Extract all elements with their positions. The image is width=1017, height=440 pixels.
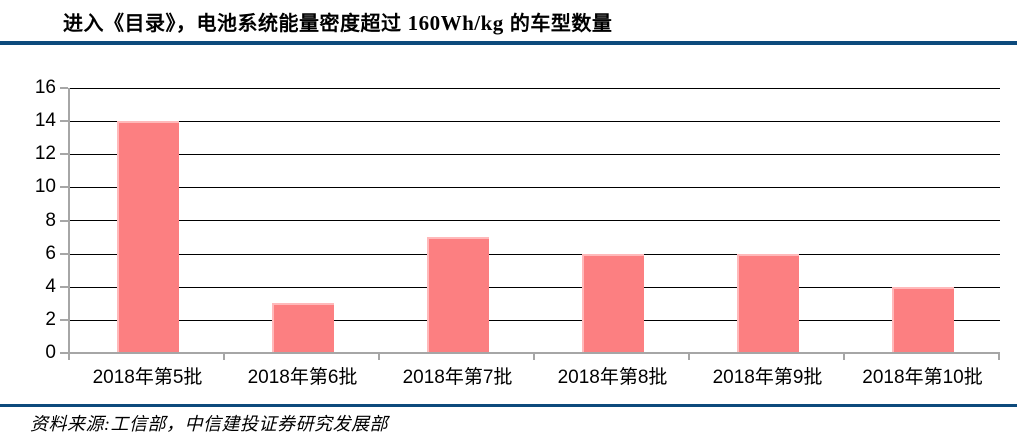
- y-axis-tick: [60, 186, 68, 188]
- y-axis-tick: [60, 120, 68, 122]
- gridline: [70, 154, 1000, 155]
- y-axis-tick: [60, 286, 68, 288]
- y-axis-line: [68, 88, 70, 360]
- y-axis-tick: [60, 253, 68, 255]
- bar: [582, 254, 644, 353]
- y-axis-tick: [60, 220, 68, 222]
- x-axis-category-label: 2018年第9批: [712, 367, 823, 388]
- plot-area: [70, 88, 1000, 353]
- chart-title-prefix: 进入《目录》，电池系统能量密度超过: [63, 13, 408, 35]
- x-axis-category-label: 2018年第8批: [557, 367, 668, 388]
- x-axis-tick: [998, 352, 1000, 360]
- x-axis-tick: [223, 352, 225, 360]
- y-axis-tick-label: 4: [45, 276, 56, 297]
- bar: [737, 254, 799, 353]
- chart-title-latin: 160Wh/kg: [407, 11, 504, 35]
- title-divider: [0, 41, 1017, 45]
- x-axis-tick: [688, 352, 690, 360]
- y-axis-tick-label: 2: [45, 309, 56, 330]
- x-axis-category-label: 2018年第7批: [402, 367, 513, 388]
- gridline: [70, 121, 1000, 122]
- bar: [117, 121, 179, 353]
- source-note: 资料来源:工信部，中信建投证券研究发展部: [30, 414, 388, 434]
- y-axis-tick: [60, 352, 68, 354]
- x-axis-tick: [378, 352, 380, 360]
- x-axis-labels: 2018年第5批 2018年第6批 2018年第7批 2018年第8批 2018年第9批…: [70, 362, 1000, 389]
- y-axis-tick-label: 0: [45, 342, 56, 363]
- bar: [892, 287, 954, 353]
- chart-title-suffix: 的车型数量: [503, 13, 613, 35]
- bar: [272, 303, 334, 353]
- chart-title: 进入《目录》，电池系统能量密度超过 160Wh/kg 的车型数量: [63, 7, 612, 36]
- bar: [427, 237, 489, 353]
- x-axis-category-label: 2018年第10批: [862, 367, 983, 388]
- gridline: [70, 187, 1000, 188]
- gridline: [70, 88, 1000, 89]
- footer-divider: [0, 404, 1017, 407]
- gridline: [70, 320, 1000, 321]
- x-axis-tick: [843, 352, 845, 360]
- x-axis-category-label: 2018年第6批: [247, 367, 358, 388]
- y-axis-tick-label: 14: [34, 110, 56, 131]
- gridline: [70, 254, 1000, 255]
- y-axis-tick-label: 12: [34, 143, 56, 164]
- y-axis-tick-label: 6: [45, 243, 56, 264]
- y-axis-tick: [60, 87, 68, 89]
- gridline: [70, 287, 1000, 288]
- x-axis-category-label: 2018年第5批: [92, 367, 203, 388]
- y-axis-tick-label: 16: [34, 77, 56, 98]
- y-axis-tick-label: 10: [34, 176, 56, 197]
- y-axis-tick-label: 8: [45, 210, 56, 231]
- gridline: [70, 220, 1000, 221]
- y-axis-tick: [60, 153, 68, 155]
- y-axis-tick: [60, 319, 68, 321]
- x-axis-tick: [533, 352, 535, 360]
